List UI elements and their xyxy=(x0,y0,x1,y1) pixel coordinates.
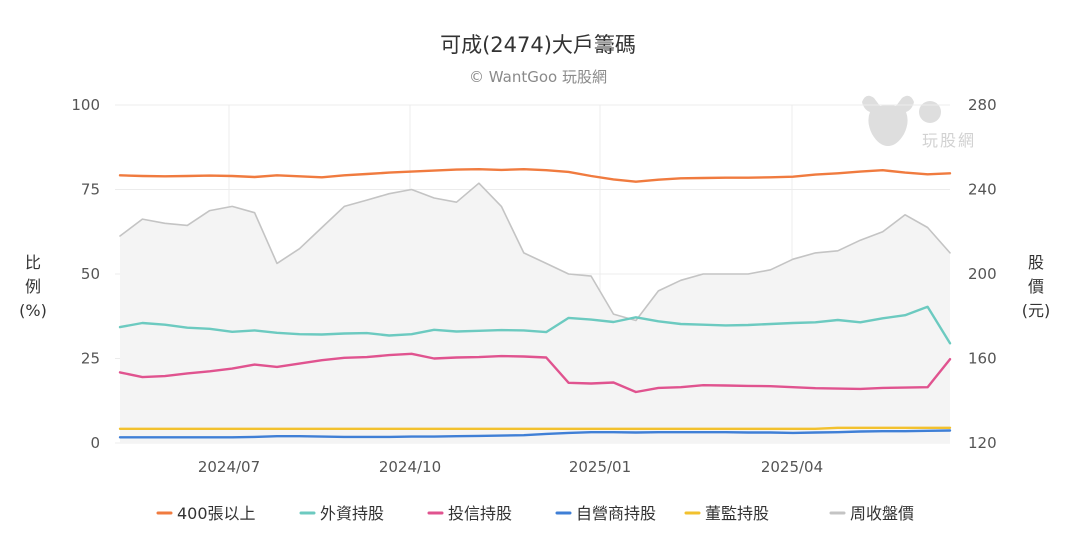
legend-item[interactable]: 董監持股 xyxy=(684,504,769,523)
chart-subtitle: © WantGoo 玩股網 xyxy=(469,68,607,86)
y-left-tick-label: 100 xyxy=(71,96,100,114)
y-left-axis-label: 例 xyxy=(25,277,41,296)
legend-item[interactable]: 自營商持股 xyxy=(555,504,656,523)
x-tick-label: 2024/10 xyxy=(379,458,441,476)
x-tick-label: 2025/04 xyxy=(761,458,823,476)
axis-layer: 100 280 75 240 50 200 25 160 0 120 2024/07 2024/10 2… xyxy=(19,96,1050,476)
line-layer xyxy=(118,168,952,439)
legend-label: 周收盤價 xyxy=(850,504,914,523)
series-line-director-holdings[interactable] xyxy=(118,426,952,430)
area-layer xyxy=(119,182,951,443)
wantgoo-logo-watermark: 玩股網 xyxy=(862,95,976,150)
y-left-tick-label: 75 xyxy=(81,181,100,199)
y-left-axis-label: 比 xyxy=(25,253,41,272)
legend-label: 400張以上 xyxy=(177,504,256,523)
chart-title: 可成(2474)大戶籌碼 xyxy=(440,33,636,57)
series-line-dealer-holdings[interactable] xyxy=(118,429,952,439)
watermark-text: 玩股網 xyxy=(922,131,976,150)
y-right-axis-label: 股 xyxy=(1028,253,1044,272)
legend-item[interactable]: 400張以上 xyxy=(156,504,256,523)
legend-label: 外資持股 xyxy=(320,504,384,523)
y-right-tick-label: 280 xyxy=(968,96,997,114)
series-line-investment-trust-holdings[interactable] xyxy=(118,352,952,394)
legend-label: 董監持股 xyxy=(705,504,769,523)
y-right-axis-label: 價 xyxy=(1028,277,1044,296)
y-right-tick-label: 160 xyxy=(968,350,997,368)
bull-logo-icon xyxy=(862,95,941,146)
series-line-holders-400-plus[interactable] xyxy=(118,168,952,183)
series-line-weekly-close-price[interactable] xyxy=(119,182,951,322)
series-line-foreign-holdings[interactable] xyxy=(118,305,952,345)
y-right-tick-label: 240 xyxy=(968,181,997,199)
x-tick-label: 2025/01 xyxy=(569,458,631,476)
legend-label: 投信持股 xyxy=(448,504,512,523)
y-left-tick-label: 0 xyxy=(90,434,100,452)
legend-item[interactable]: 周收盤價 xyxy=(829,504,914,523)
y-left-tick-label: 50 xyxy=(81,265,100,283)
legend-item[interactable]: 投信持股 xyxy=(427,504,512,523)
legend-label: 自營商持股 xyxy=(576,504,656,523)
x-tick-label: 2024/07 xyxy=(198,458,260,476)
y-left-tick-label: 25 xyxy=(81,350,100,368)
legend-item[interactable]: 外資持股 xyxy=(299,504,384,523)
price-area-fill xyxy=(120,183,950,443)
y-right-axis-label: (元) xyxy=(1022,301,1051,320)
y-right-tick-label: 120 xyxy=(968,434,997,452)
legend[interactable]: 400張以上 外資持股 投信持股 自營商持股 董監持股 周收盤價 xyxy=(156,504,914,523)
y-left-axis-label: (%) xyxy=(19,301,47,320)
y-right-tick-label: 200 xyxy=(968,265,997,283)
